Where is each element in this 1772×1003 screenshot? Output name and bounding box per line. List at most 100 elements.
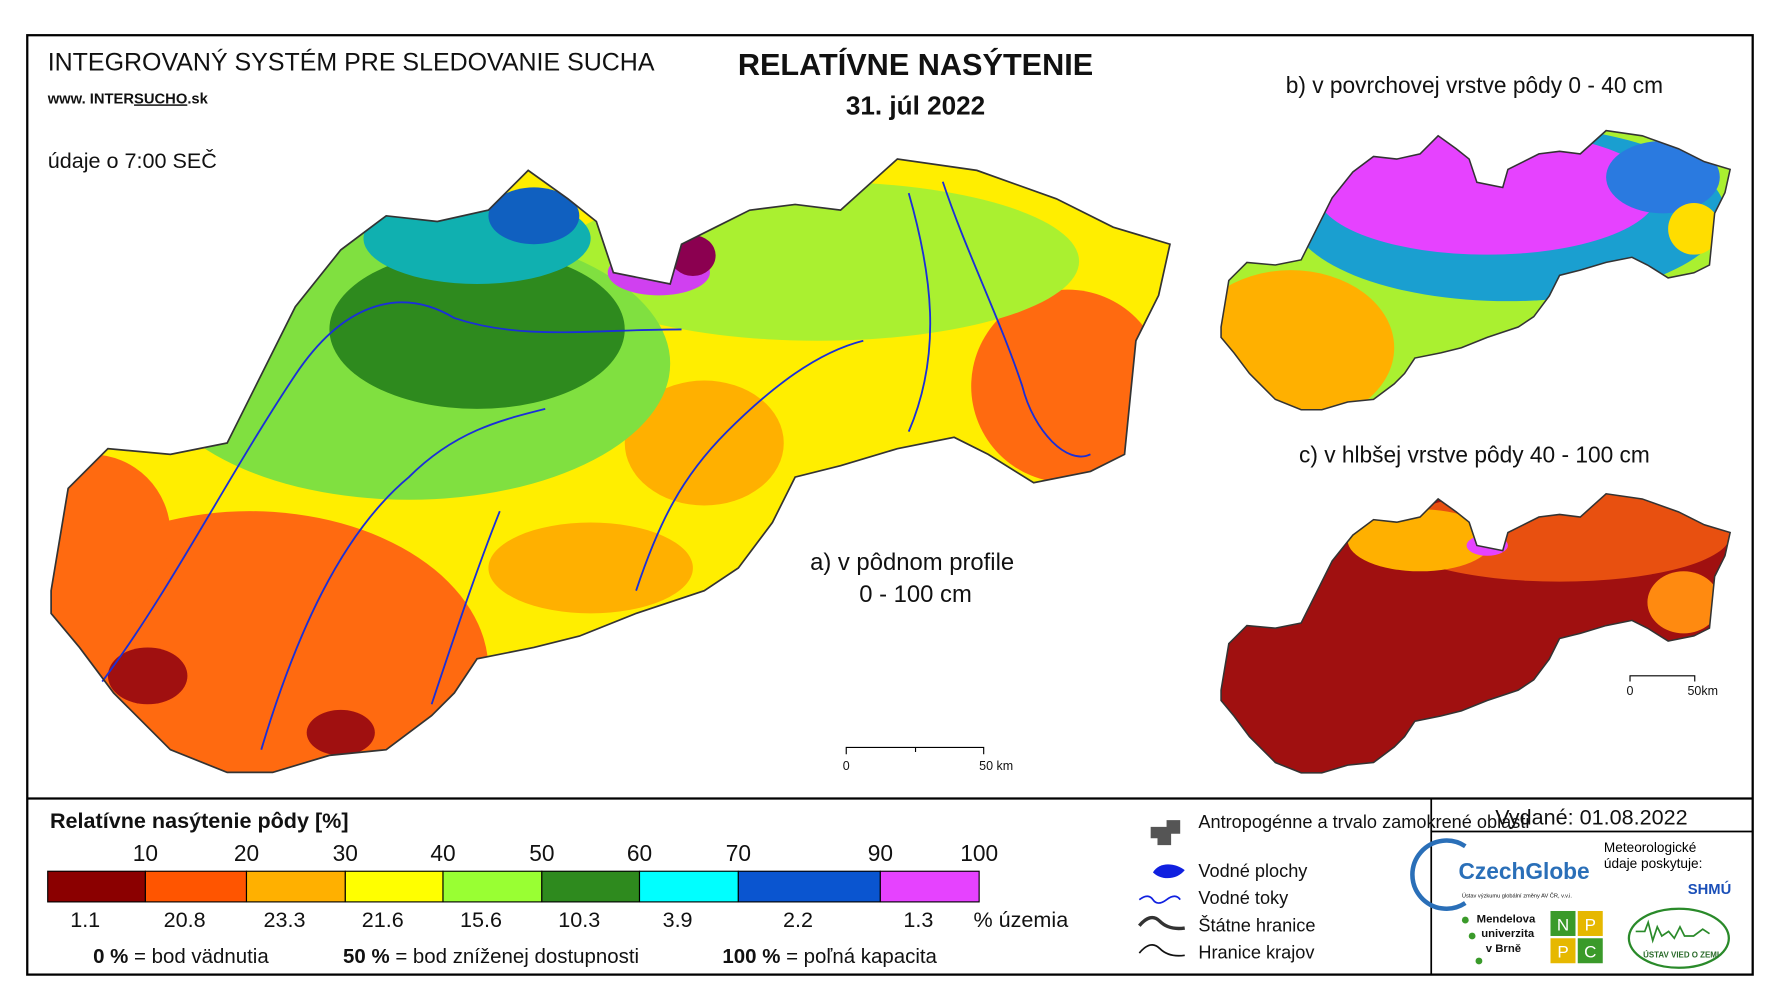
symbol-state-border xyxy=(1137,915,1185,931)
legend-swatch xyxy=(879,870,980,903)
legend-share: 1.1 xyxy=(70,907,100,932)
symbol-label: Hranice krajov xyxy=(1198,943,1315,963)
rivers xyxy=(101,181,1091,750)
web-mid: SUCHO xyxy=(134,91,187,107)
website: www. INTERSUCHO.sk xyxy=(47,91,209,107)
river xyxy=(101,301,682,683)
legend-threshold: 100 xyxy=(960,840,998,866)
legend-threshold: 20 xyxy=(234,840,259,866)
legend-share: 1.3 xyxy=(903,907,933,932)
meteo-box: Meteorologické údaje poskytuje: xyxy=(1603,839,1703,872)
river xyxy=(260,408,546,750)
web-suffix: .sk xyxy=(187,91,208,107)
symbol-region-border xyxy=(1138,944,1185,957)
zone xyxy=(1347,509,1493,572)
legend-swatch xyxy=(344,870,444,903)
dot xyxy=(1461,916,1469,924)
czechglobe-sub: Ústav výzkumu globální změny AV ČR, v.v.… xyxy=(1462,892,1572,899)
dot xyxy=(1468,932,1476,940)
dot xyxy=(1475,957,1483,965)
legend-threshold: 70 xyxy=(726,840,751,866)
river xyxy=(635,339,864,591)
legend-swatch xyxy=(144,870,248,903)
symbol-label: Vodné plochy xyxy=(1198,861,1308,881)
map-a-label: a) v pôdnom profile xyxy=(810,549,1014,576)
legend-threshold: 90 xyxy=(868,840,893,866)
share-unit: % územia xyxy=(973,907,1068,932)
legend-swatch xyxy=(47,870,146,903)
zone xyxy=(306,709,375,756)
date: 31. júl 2022 xyxy=(846,91,985,121)
title: RELATÍVNE NASÝTENIE xyxy=(738,47,1093,82)
symbol-water xyxy=(1152,864,1185,879)
note-key: 0 % xyxy=(93,945,128,968)
zone xyxy=(488,187,580,245)
river xyxy=(907,192,932,432)
symbol-label: Štátne hranice xyxy=(1198,914,1315,935)
mendel-line: v Brně xyxy=(1486,943,1521,955)
legend-swatch xyxy=(541,870,641,903)
note-text: = bod zníženej dostupnosti xyxy=(395,945,639,968)
river xyxy=(941,181,1091,458)
legend-threshold: 40 xyxy=(430,840,455,866)
system-name: INTEGROVANÝ SYSTÉM PRE SLEDOVANIE SUCHA xyxy=(48,47,655,76)
zone xyxy=(971,289,1165,483)
zone xyxy=(624,380,784,506)
note-key: 50 % xyxy=(343,945,390,968)
scale-label: 0 xyxy=(843,759,850,773)
symbol-anthropogenic xyxy=(1150,820,1181,846)
nppc-letter: C xyxy=(1584,943,1596,962)
symbol-river xyxy=(1138,895,1181,904)
zone xyxy=(1606,140,1720,214)
shmu-logo: SHMÚ xyxy=(1688,880,1731,898)
legend-swatch xyxy=(737,870,881,903)
mendel-line: Mendelova xyxy=(1477,913,1536,925)
note: 0 % = bod vädnutia 50 % = bod zníženej dost… xyxy=(93,945,937,968)
legend-share: 20.8 xyxy=(164,907,206,932)
nppc-letter: P xyxy=(1585,915,1596,934)
legend-threshold: 10 xyxy=(133,840,158,866)
scale-bar xyxy=(1629,675,1696,682)
legend-threshold: 30 xyxy=(333,840,358,866)
map-b-label: b) v povrchovej vrstve pôdy 0 - 40 cm xyxy=(1286,72,1663,98)
time-note: údaje o 7:00 SEČ xyxy=(48,148,217,173)
uvz-logo: ÚSTAV VIED O ZEMI xyxy=(1643,951,1719,960)
czechglobe-mark xyxy=(1410,838,1467,911)
note-text: = poľná kapacita xyxy=(786,945,937,968)
mendel-line: univerzita xyxy=(1481,928,1535,940)
legend-swatch xyxy=(442,870,543,903)
legend-swatch xyxy=(245,870,346,903)
note-text: = bod vädnutia xyxy=(134,945,269,968)
symbol-label: Vodné toky xyxy=(1198,888,1289,908)
meteo-text: Meteorologické údaje poskytuje: xyxy=(1603,839,1703,872)
nppc-cell xyxy=(1550,910,1576,936)
legend-share: 3.9 xyxy=(663,907,693,932)
zone xyxy=(329,249,625,409)
nppc-cell xyxy=(1577,938,1603,964)
nppc-logo: N PP C xyxy=(1550,910,1603,964)
legend-threshold: 50 xyxy=(529,840,554,866)
scale-label: 0 xyxy=(1627,684,1634,698)
legend-share: 23.3 xyxy=(264,907,306,932)
note-key: 100 % xyxy=(722,945,780,968)
map-c-label: c) v hlbšej vrstve pôdy 40 - 100 cm xyxy=(1299,441,1650,467)
issued: Vydané: 01.08.2022 xyxy=(1495,805,1687,830)
zone xyxy=(488,522,693,614)
nppc-cell xyxy=(1550,938,1576,964)
symbol-label: Antropogénne a trvalo zamokrené oblasti xyxy=(1198,812,1529,832)
scale-label: 50 km xyxy=(979,759,1013,773)
color-ramp: 1.1 20.8 23.3 21.6 15.6 10.3 3.9 2.2 1.3 10 20 30 40… xyxy=(47,840,998,932)
legend-share: 2.2 xyxy=(783,907,813,932)
nppc-letter: N xyxy=(1557,915,1569,934)
zone xyxy=(1647,571,1720,634)
nppc-letter: P xyxy=(1557,943,1568,962)
nppc-cell xyxy=(1577,910,1603,936)
zone xyxy=(1668,202,1720,255)
river xyxy=(430,510,501,705)
uvz-wave xyxy=(1635,919,1710,944)
legend-threshold: 60 xyxy=(627,840,652,866)
zone xyxy=(1316,130,1658,255)
legend-share: 21.6 xyxy=(362,907,404,932)
